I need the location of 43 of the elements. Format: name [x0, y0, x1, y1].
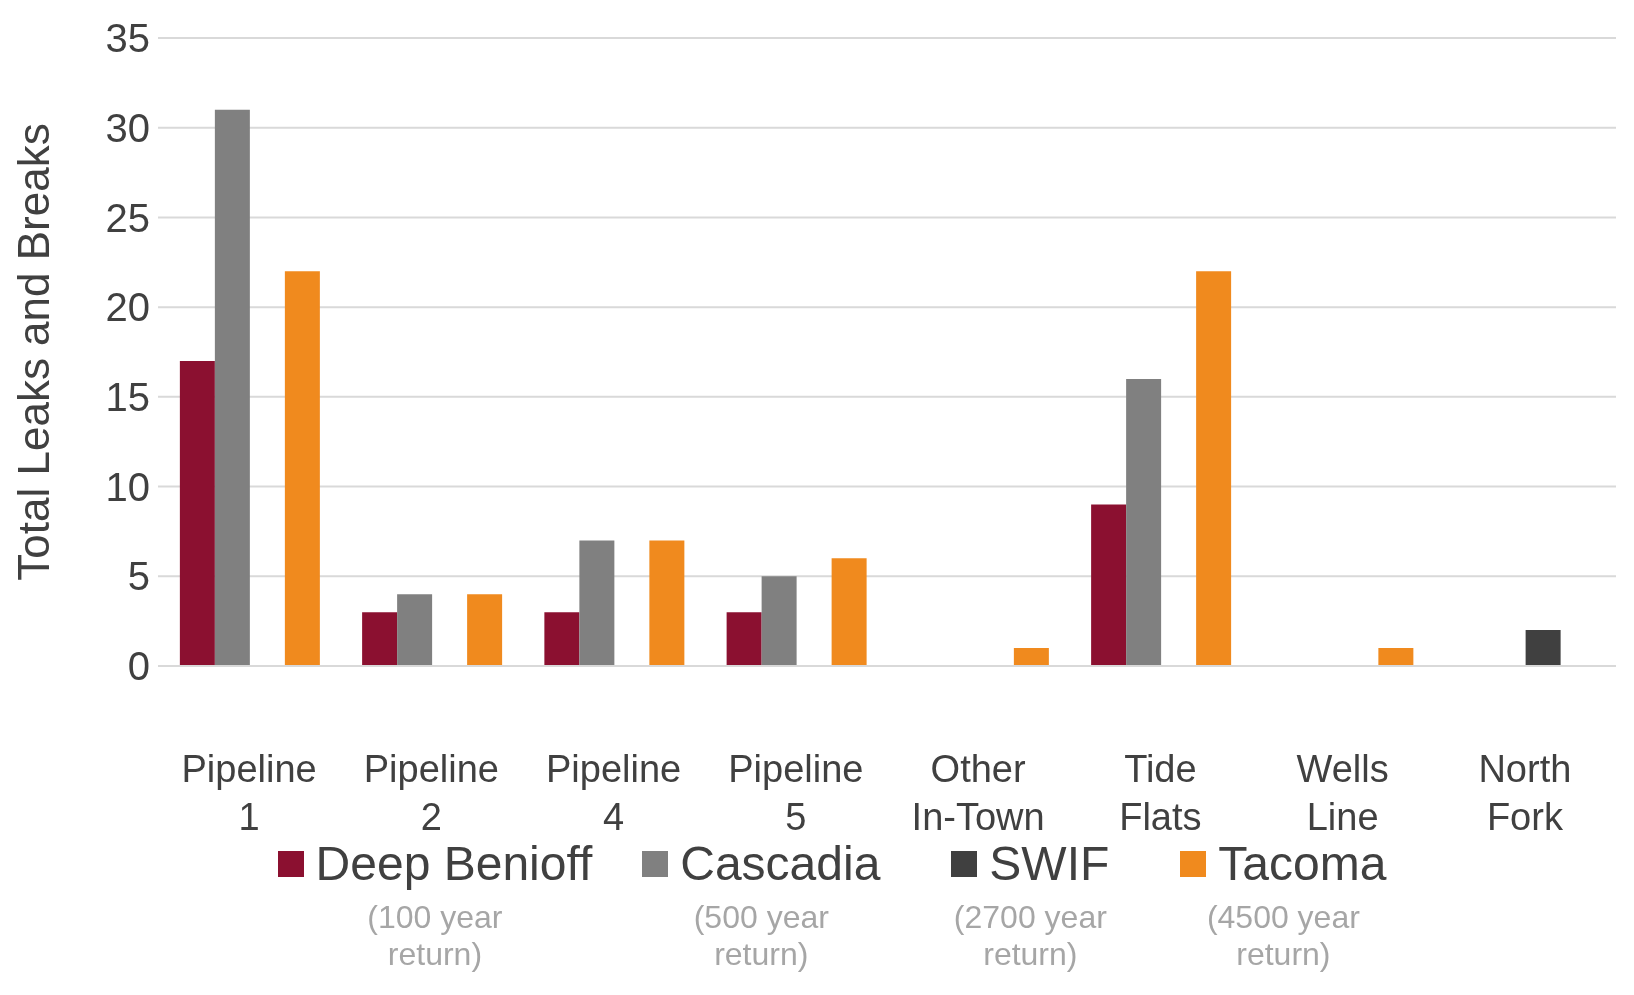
- bar: [1091, 504, 1127, 666]
- x-tick-label: Tide Flats: [1119, 748, 1202, 838]
- bar: [544, 612, 580, 666]
- bar: [214, 109, 250, 666]
- x-tick-label: Pipeline 1: [181, 748, 317, 838]
- bar: [761, 576, 797, 666]
- bar: [1126, 378, 1162, 666]
- y-tick-label: 15: [105, 375, 150, 420]
- x-tick-label: Pipeline 5: [728, 748, 864, 838]
- y-tick-label: 20: [105, 285, 150, 330]
- bar: [649, 540, 685, 666]
- bar: [831, 558, 867, 666]
- y-tick-label: 35: [105, 16, 150, 61]
- y-tick-label: 30: [105, 105, 150, 150]
- bar: [1013, 648, 1049, 666]
- bar: [1196, 271, 1232, 666]
- legend-label: Tacoma: [1218, 836, 1387, 891]
- x-tick-label: North Fork: [1478, 748, 1572, 838]
- y-axis-title: Total Leaks and Breaks: [8, 123, 58, 581]
- bar: [579, 540, 615, 666]
- y-tick-label: 0: [127, 644, 150, 689]
- text: (100 year return): [366, 899, 504, 973]
- x-tick-label: Pipeline 4: [546, 748, 682, 838]
- bar: [1525, 630, 1561, 666]
- bar: [179, 360, 215, 666]
- x-tick-label: Wells Line: [1296, 748, 1389, 838]
- text: (4500 year return): [1205, 899, 1361, 973]
- legend-label: Deep Benioff: [315, 836, 593, 891]
- bar: [726, 612, 762, 666]
- bar: [362, 612, 398, 666]
- bar: [397, 594, 433, 666]
- bar: [1378, 648, 1414, 666]
- text: (2700 year return): [952, 899, 1108, 973]
- x-tick-label: Pipeline 2: [363, 748, 499, 838]
- bar: [467, 594, 503, 666]
- legend-label: Cascadia: [680, 836, 881, 891]
- y-tick-label: 10: [105, 464, 150, 509]
- y-tick-label: 5: [127, 554, 150, 599]
- bar: [284, 271, 320, 666]
- text: (500 year return): [692, 899, 830, 973]
- y-tick-label: 25: [105, 195, 150, 240]
- legend-label: SWIF: [989, 836, 1110, 891]
- x-tick-label: Other In-Town: [911, 748, 1045, 838]
